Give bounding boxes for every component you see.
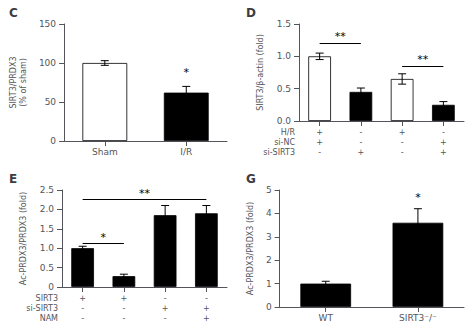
svg-text:+: + bbox=[440, 138, 447, 147]
svg-text:150: 150 bbox=[39, 19, 56, 29]
svg-text:**: ** bbox=[335, 30, 347, 43]
svg-text:-: - bbox=[401, 138, 404, 147]
svg-text:-: - bbox=[122, 304, 125, 313]
svg-text:(% of sham): (% of sham) bbox=[19, 58, 28, 107]
svg-text:+: + bbox=[440, 148, 447, 157]
svg-text:SIRT3/β-actin (fold): SIRT3/β-actin (fold) bbox=[256, 34, 265, 111]
svg-text:+: + bbox=[203, 304, 210, 313]
svg-text:**: ** bbox=[417, 53, 429, 66]
svg-text:0.5: 0.5 bbox=[40, 263, 54, 273]
svg-text:0.5: 0.5 bbox=[277, 84, 291, 94]
svg-text:SIRT3: SIRT3 bbox=[36, 294, 58, 303]
svg-text:+: + bbox=[162, 304, 169, 313]
svg-text:G: G bbox=[246, 172, 256, 186]
svg-text:si-SIRT3: si-SIRT3 bbox=[26, 304, 58, 313]
svg-text:0: 0 bbox=[266, 302, 272, 312]
svg-text:-: - bbox=[359, 138, 362, 147]
svg-text:50: 50 bbox=[45, 97, 57, 107]
svg-text:100: 100 bbox=[39, 58, 56, 68]
svg-text:+: + bbox=[79, 294, 86, 303]
svg-text:NAM: NAM bbox=[40, 314, 58, 323]
svg-text:1.0: 1.0 bbox=[40, 243, 55, 253]
svg-text:**: ** bbox=[139, 187, 151, 200]
svg-text:D: D bbox=[246, 6, 256, 20]
svg-text:-: - bbox=[401, 148, 404, 157]
svg-text:0.0: 0.0 bbox=[277, 116, 292, 126]
svg-text:3: 3 bbox=[266, 232, 272, 242]
svg-text:I/R: I/R bbox=[180, 147, 192, 157]
svg-text:+: + bbox=[316, 138, 323, 147]
svg-text:*: * bbox=[415, 191, 421, 204]
svg-text:+: + bbox=[316, 128, 323, 137]
svg-text:Ac-PRDX3/PRDX3 (fold): Ac-PRDX3/PRDX3 (fold) bbox=[19, 192, 28, 285]
svg-text:SIRT3⁻/⁻: SIRT3⁻/⁻ bbox=[399, 313, 437, 323]
svg-text:-: - bbox=[442, 128, 445, 137]
svg-text:0: 0 bbox=[50, 136, 56, 146]
svg-text:C: C bbox=[9, 6, 18, 20]
svg-text:-: - bbox=[164, 294, 167, 303]
svg-text:+: + bbox=[358, 148, 365, 157]
svg-text:+: + bbox=[203, 314, 210, 323]
svg-text:E: E bbox=[9, 172, 17, 186]
svg-text:*: * bbox=[184, 66, 190, 79]
svg-text:4: 4 bbox=[266, 208, 272, 218]
svg-text:-: - bbox=[205, 294, 208, 303]
svg-text:2: 2 bbox=[266, 255, 272, 265]
svg-text:1.5: 1.5 bbox=[277, 19, 291, 29]
svg-text:+: + bbox=[399, 128, 406, 137]
svg-text:WT: WT bbox=[319, 313, 334, 323]
svg-text:si-NC: si-NC bbox=[274, 138, 295, 147]
svg-text:-: - bbox=[81, 304, 84, 313]
svg-text:1: 1 bbox=[266, 279, 272, 289]
svg-text:5: 5 bbox=[266, 185, 272, 195]
svg-text:2.5: 2.5 bbox=[40, 185, 54, 195]
svg-text:*: * bbox=[101, 231, 107, 244]
svg-text:Sham: Sham bbox=[92, 147, 118, 157]
svg-text:-: - bbox=[81, 314, 84, 323]
svg-text:1.0: 1.0 bbox=[277, 51, 292, 61]
svg-text:2.0: 2.0 bbox=[40, 204, 55, 214]
svg-text:-: - bbox=[122, 314, 125, 323]
svg-text:si-SIRT3: si-SIRT3 bbox=[263, 148, 295, 157]
svg-text:H/R: H/R bbox=[281, 128, 296, 137]
svg-text:-: - bbox=[164, 314, 167, 323]
svg-text:-: - bbox=[359, 128, 362, 137]
svg-text:0: 0 bbox=[48, 282, 54, 292]
svg-text:1.5: 1.5 bbox=[40, 224, 54, 234]
svg-text:+: + bbox=[121, 294, 128, 303]
svg-text:Ac-PRDX3/PRDX3 (fold): Ac-PRDX3/PRDX3 (fold) bbox=[246, 202, 255, 295]
svg-text:SIRT3/PRDX3: SIRT3/PRDX3 bbox=[9, 56, 18, 108]
svg-text:-: - bbox=[318, 148, 321, 157]
